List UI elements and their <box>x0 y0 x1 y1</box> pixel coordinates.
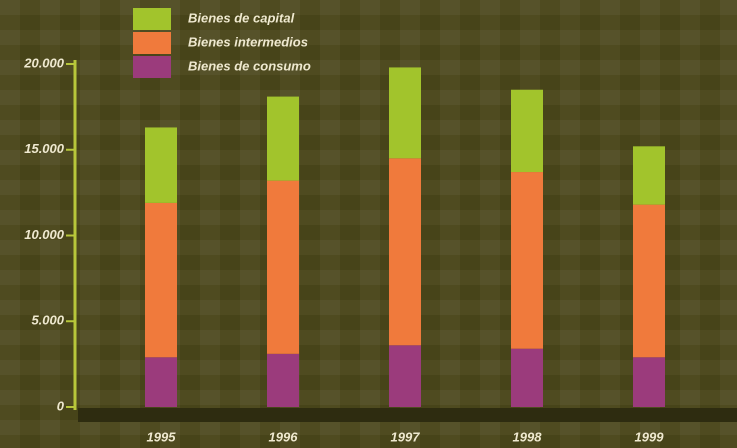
legend-swatch <box>133 32 171 54</box>
bar-segment <box>145 127 177 203</box>
x-tick-label: 1997 <box>391 429 421 444</box>
bar-segment <box>511 348 543 407</box>
bar-segment <box>267 96 299 181</box>
legend-swatch <box>133 8 171 30</box>
x-axis-band <box>78 408 737 422</box>
bar-segment <box>633 146 665 205</box>
x-tick-label: 1995 <box>147 429 177 444</box>
bar-segment <box>633 204 665 358</box>
x-tick-label: 1998 <box>513 429 543 444</box>
bar-segment <box>267 180 299 354</box>
legend-label: Bienes intermedios <box>188 34 308 49</box>
bar-segment <box>389 158 421 346</box>
y-tick-label: 10.000 <box>24 227 65 242</box>
bar-segment <box>511 172 543 349</box>
bar-segment <box>145 357 177 407</box>
legend-label: Bienes de consumo <box>188 58 311 73</box>
x-tick-label: 1996 <box>269 429 299 444</box>
bar-segment <box>633 357 665 407</box>
y-tick-label: 5.000 <box>31 313 64 328</box>
bar-segment <box>389 67 421 159</box>
bar-segment <box>145 202 177 358</box>
x-tick-label: 1999 <box>635 429 665 444</box>
y-tick-label: 20.000 <box>23 55 65 70</box>
y-tick-label: 0 <box>57 398 65 413</box>
legend-label: Bienes de capital <box>188 10 295 25</box>
y-tick-label: 15.000 <box>24 141 65 156</box>
bar-segment <box>389 345 421 407</box>
bar-segment <box>511 89 543 173</box>
legend-swatch <box>133 56 171 78</box>
bar-segment <box>267 353 299 407</box>
